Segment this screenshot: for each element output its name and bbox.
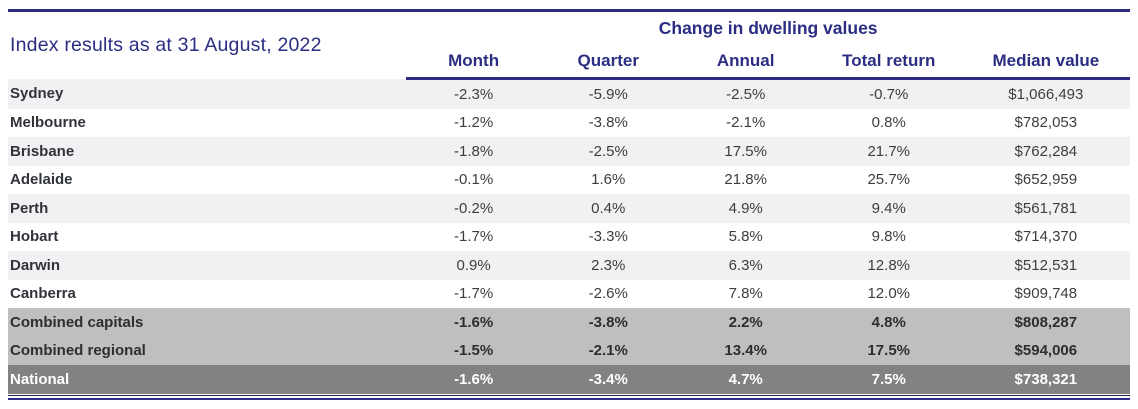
table-row-adelaide: Adelaide -0.1% 1.6% 21.8% 25.7% $652,959	[8, 166, 1130, 195]
row-label: Combined regional	[10, 342, 146, 360]
cell-quarter: -3.8%	[588, 114, 628, 132]
cell-total-return: 7.5%	[871, 370, 906, 388]
cell-month: 0.9%	[456, 256, 491, 274]
cell-annual: 7.8%	[728, 285, 763, 303]
cell-quarter: -2.5%	[588, 142, 628, 160]
table-header: Index results as at 31 August, 2022 Chan…	[8, 12, 1130, 80]
cell-annual: 4.9%	[728, 199, 763, 217]
page-title: Index results as at 31 August, 2022	[10, 33, 322, 56]
col-header-annual: Annual	[675, 45, 816, 80]
cell-median-value: $782,053	[1014, 114, 1078, 132]
table-row-combined-regional: Combined regional -1.5% -2.1% 13.4% 17.5…	[8, 336, 1130, 365]
cell-annual: 21.8%	[724, 171, 767, 189]
cell-median-value: $512,531	[1014, 256, 1078, 274]
cell-median-value: $714,370	[1014, 228, 1078, 246]
cell-total-return: 21.7%	[867, 142, 911, 160]
cell-median-value: $909,748	[1014, 285, 1078, 303]
table-row-sydney: Sydney -2.3% -5.9% -2.5% -0.7% $1,066,49…	[8, 78, 1130, 109]
cell-total-return: 9.8%	[871, 228, 906, 246]
cell-month: -1.6%	[454, 313, 494, 331]
cell-annual: 6.3%	[728, 256, 763, 274]
cell-median-value: $652,959	[1014, 171, 1078, 189]
cell-quarter: 0.4%	[591, 199, 626, 217]
cell-total-return: 12.8%	[867, 256, 911, 274]
cell-quarter: 2.3%	[591, 256, 626, 274]
cell-annual: 2.2%	[728, 313, 763, 331]
row-label: Darwin	[10, 256, 61, 274]
table-row-darwin: Darwin 0.9% 2.3% 6.3% 12.8% $512,531	[8, 251, 1130, 280]
col-header-quarter: Quarter	[540, 45, 676, 80]
top-divider	[8, 9, 1130, 12]
cell-month: -1.7%	[454, 228, 494, 246]
cell-median-value: $1,066,493	[1008, 85, 1084, 103]
cell-total-return: 25.7%	[867, 171, 911, 189]
cell-quarter: 1.6%	[591, 171, 626, 189]
cell-quarter: -3.4%	[588, 370, 628, 388]
cell-total-return: 0.8%	[871, 114, 906, 132]
table-body: Sydney -2.3% -5.9% -2.5% -0.7% $1,066,49…	[8, 78, 1130, 394]
col-header-total-return: Total return	[815, 45, 962, 80]
row-label: Brisbane	[10, 142, 75, 160]
table-row-brisbane: Brisbane -1.8% -2.5% 17.5% 21.7% $762,28…	[8, 137, 1130, 166]
cell-quarter: -3.8%	[588, 313, 628, 331]
cell-median-value: $808,287	[1014, 313, 1078, 331]
cell-median-value: $738,321	[1014, 370, 1078, 388]
cell-month: -1.6%	[454, 370, 494, 388]
table-row-perth: Perth -0.2% 0.4% 4.9% 9.4% $561,781	[8, 194, 1130, 223]
row-label: Sydney	[10, 85, 64, 102]
group-header-row: Index results as at 31 August, 2022 Chan…	[8, 12, 1130, 56]
row-label: Melbourne	[10, 114, 86, 132]
cell-annual: 17.5%	[724, 142, 767, 160]
cell-month: -1.8%	[454, 142, 494, 160]
table-row-canberra: Canberra -1.7% -2.6% 7.8% 12.0% $909,748	[8, 280, 1130, 309]
table-row-combined-capitals: Combined capitals -1.6% -3.8% 2.2% 4.8% …	[8, 308, 1130, 337]
row-label: Perth	[10, 199, 49, 217]
group-header-change-in-dwelling-values: Change in dwelling values	[658, 18, 878, 38]
cell-median-value: $762,284	[1014, 142, 1078, 160]
cell-quarter: -2.6%	[588, 285, 628, 303]
cell-month: -1.7%	[454, 285, 494, 303]
cell-quarter: -5.9%	[588, 85, 628, 103]
column-header-row: Month Quarter Annual Total return Median…	[8, 45, 1130, 80]
table-row-national: National -1.6% -3.4% 4.7% 7.5% $738,321	[8, 365, 1130, 394]
cell-month: -1.2%	[454, 114, 494, 132]
cell-annual: -2.1%	[726, 114, 766, 132]
cell-annual: 4.7%	[728, 370, 763, 388]
col-header-month: Month	[406, 45, 541, 80]
cell-total-return: 12.0%	[867, 285, 911, 303]
cell-month: -2.3%	[454, 85, 494, 103]
row-label: Adelaide	[10, 171, 73, 189]
cell-total-return: 9.4%	[871, 199, 906, 217]
cell-month: -1.5%	[454, 342, 494, 360]
col-header-median-value: Median value	[961, 45, 1130, 80]
cell-total-return: 17.5%	[867, 342, 911, 360]
table-row-melbourne: Melbourne -1.2% -3.8% -2.1% 0.8% $782,05…	[8, 109, 1130, 138]
cell-quarter: -2.1%	[588, 342, 628, 360]
index-results-table: Index results as at 31 August, 2022 Chan…	[8, 12, 1130, 394]
cell-total-return: -0.7%	[869, 85, 909, 103]
cell-month: -0.2%	[454, 199, 494, 217]
cell-quarter: -3.3%	[588, 228, 628, 246]
cell-month: -0.1%	[454, 171, 494, 189]
cell-total-return: 4.8%	[871, 313, 906, 331]
cell-annual: 13.4%	[724, 342, 767, 360]
row-label: Canberra	[10, 285, 76, 303]
cell-median-value: $594,006	[1014, 342, 1078, 360]
cell-median-value: $561,781	[1014, 199, 1078, 217]
table-row-hobart: Hobart -1.7% -3.3% 5.8% 9.8% $714,370	[8, 223, 1130, 252]
row-label: Hobart	[10, 228, 59, 246]
bottom-double-divider	[8, 394, 1130, 400]
row-label: National	[10, 370, 70, 388]
row-label: Combined capitals	[10, 313, 144, 331]
cell-annual: -2.5%	[726, 85, 766, 103]
cell-annual: 5.8%	[728, 228, 763, 246]
